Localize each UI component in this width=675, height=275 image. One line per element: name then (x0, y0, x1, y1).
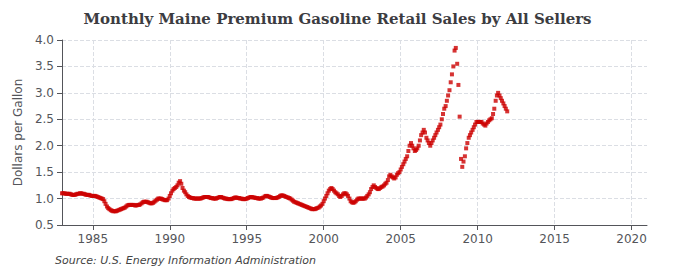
svg-text:1985: 1985 (78, 232, 109, 246)
svg-text:2015: 2015 (539, 232, 570, 246)
svg-text:4.0: 4.0 (35, 33, 54, 47)
svg-text:1990: 1990 (154, 232, 185, 246)
svg-text:1995: 1995 (231, 232, 262, 246)
svg-text:Monthly Maine Premium Gasoline: Monthly Maine Premium Gasoline Retail Sa… (83, 10, 591, 28)
svg-text:2010: 2010 (462, 232, 493, 246)
svg-text:3.5: 3.5 (35, 59, 54, 73)
svg-text:0.5: 0.5 (35, 218, 54, 232)
svg-text:2005: 2005 (385, 232, 416, 246)
svg-text:2.5: 2.5 (35, 112, 54, 126)
svg-text:3.0: 3.0 (35, 86, 54, 100)
svg-text:Dollars per Gallon: Dollars per Gallon (11, 79, 25, 187)
svg-text:1.0: 1.0 (35, 192, 54, 206)
svg-text:Source: U.S. Energy Informatio: Source: U.S. Energy Information Administ… (55, 254, 316, 267)
svg-text:1.5: 1.5 (35, 165, 54, 179)
svg-text:2.0: 2.0 (35, 139, 54, 153)
svg-text:2020: 2020 (616, 232, 647, 246)
svg-text:2000: 2000 (308, 232, 339, 246)
